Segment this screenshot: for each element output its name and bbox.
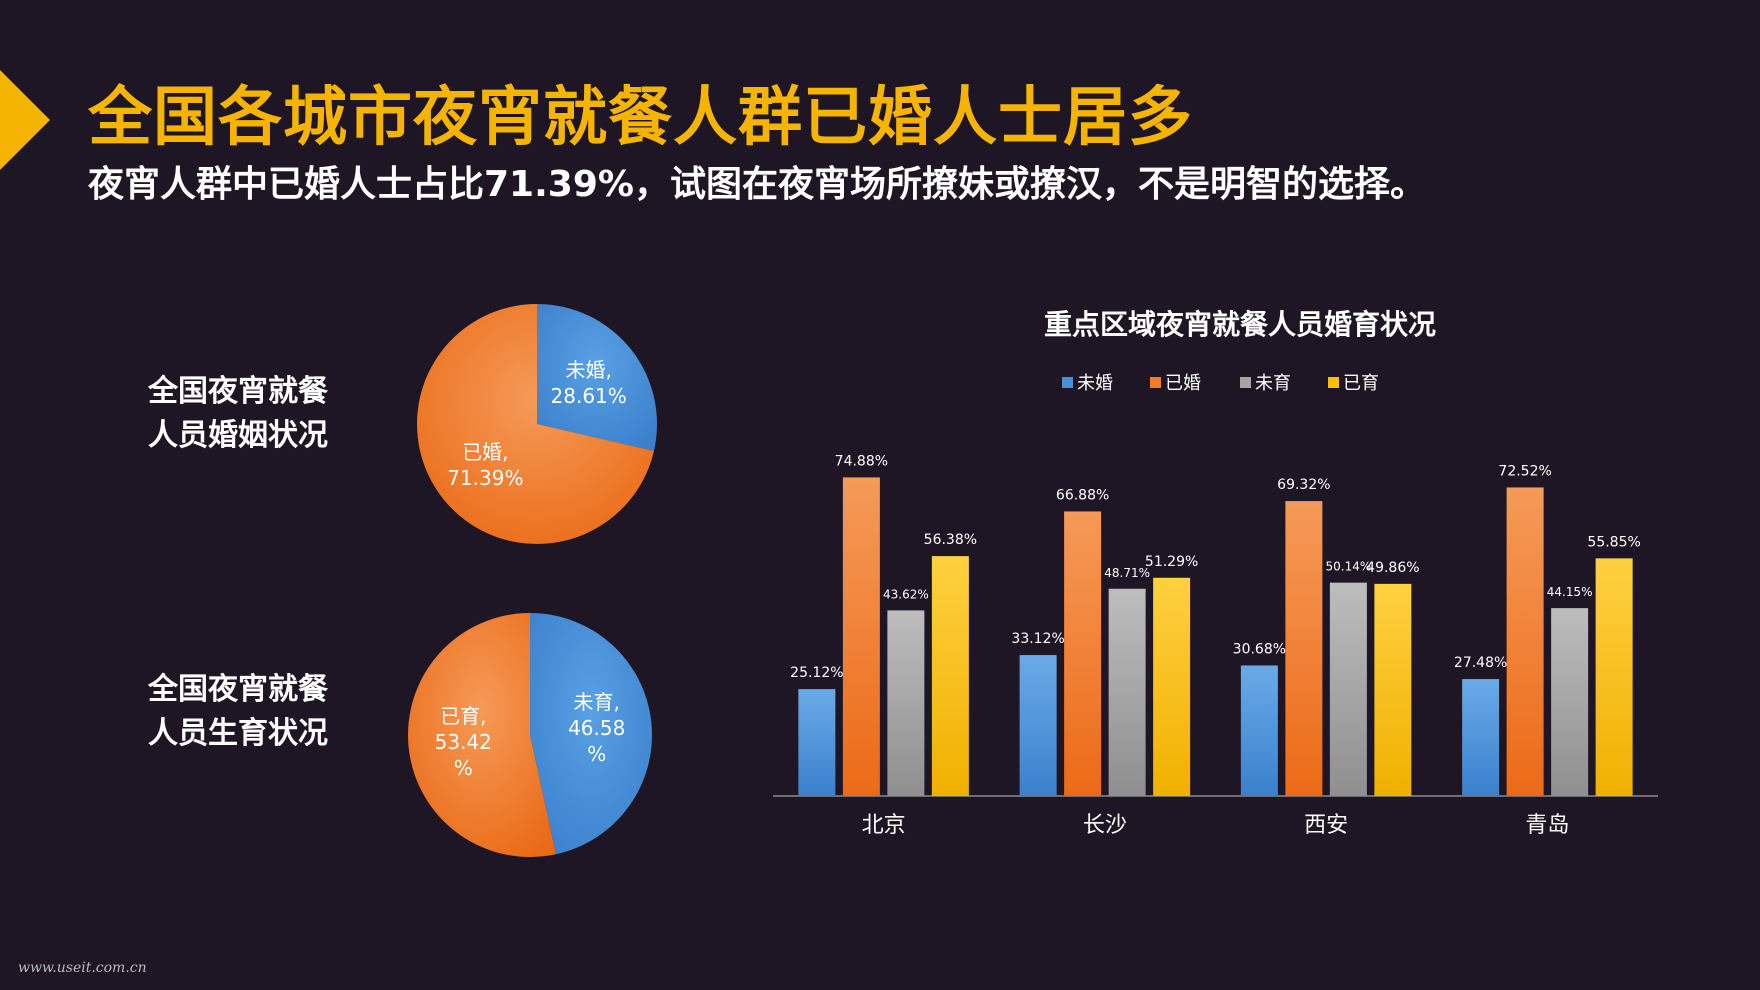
- marriage-pie-label-line1: 全国夜宵就餐: [148, 374, 328, 409]
- childless-slice-label: %: [587, 742, 606, 766]
- bar-value-label: 72.52%: [1498, 463, 1551, 479]
- page-title: 全国各城市夜宵就餐人群已婚人士居多: [88, 81, 1193, 155]
- page-subtitle: 夜宵人群中已婚人士占比71.39%，试图在夜宵场所撩妹或撩汉，不是明智的选择。: [88, 164, 1426, 205]
- legend-swatch-3: [1328, 377, 1339, 388]
- with-children-slice-label: %: [454, 756, 473, 780]
- bar-长沙-已婚: [1064, 511, 1102, 796]
- x-tick-label: 青岛: [1525, 813, 1569, 838]
- bar-西安-未婚: [1240, 665, 1278, 796]
- fertility-pie-label-line1: 全国夜宵就餐: [148, 672, 328, 707]
- fertility-pie-label: 全国夜宵就餐 人员生育状况: [148, 668, 338, 756]
- bar-chart-title: 重点区域夜宵就餐人员婚育状况: [1044, 308, 1436, 341]
- with-children-slice-label: 已育,: [440, 704, 486, 728]
- fertility-pie-chart: 未育,46.58% 已育,53.42%: [407, 613, 652, 857]
- legend-swatch-0: [1062, 377, 1073, 388]
- bar-西安-未育: [1329, 582, 1367, 796]
- bar-value-label: 51.29%: [1145, 554, 1198, 570]
- bar-青岛-未婚: [1462, 679, 1500, 796]
- married-slice-label: 已婚,: [462, 440, 508, 464]
- legend-label-2: 未育: [1255, 373, 1291, 394]
- bar-value-label: 33.12%: [1011, 631, 1064, 647]
- married-slice-label: 71.39%: [447, 466, 523, 490]
- legend-swatch-2: [1240, 377, 1251, 388]
- fertility-pie-label-line2: 人员生育状况: [148, 716, 328, 751]
- unmarried-slice: [537, 304, 657, 451]
- childless-slice-label: 未育,: [574, 690, 620, 714]
- bar-value-label: 30.68%: [1233, 641, 1286, 657]
- bar-value-label: 74.88%: [835, 453, 888, 469]
- bar-北京-未育: [887, 610, 925, 796]
- legend-label-1: 已婚: [1165, 373, 1201, 394]
- legend-swatch-1: [1150, 377, 1161, 388]
- bar-青岛-未育: [1551, 608, 1589, 796]
- marriage-pie-label-line2: 人员婚姻状况: [148, 418, 328, 453]
- bar-青岛-已育: [1595, 558, 1633, 796]
- bar-value-label: 43.62%: [883, 587, 929, 601]
- bar-value-label: 50.14%: [1325, 560, 1371, 574]
- x-tick-label: 长沙: [1083, 813, 1127, 838]
- bar-value-label: 44.15%: [1547, 585, 1593, 599]
- footer-watermark: www.useit.com.cn: [18, 960, 147, 976]
- bar-value-label: 49.86%: [1366, 560, 1419, 576]
- title-arrow-marker: [0, 70, 50, 170]
- bar-青岛-已婚: [1506, 487, 1544, 796]
- bar-长沙-已育: [1153, 577, 1191, 796]
- x-tick-label: 西安: [1304, 813, 1348, 838]
- marriage-pie-chart: 未婚,28.61% 已婚,71.39%: [416, 304, 657, 544]
- bar-value-label: 48.71%: [1104, 566, 1150, 580]
- bar-value-label: 25.12%: [790, 665, 843, 681]
- childless-slice-label: 46.58: [568, 716, 625, 740]
- bar-value-label: 56.38%: [924, 532, 977, 548]
- bar-长沙-未婚: [1019, 655, 1057, 796]
- unmarried-slice-label: 未婚,: [565, 358, 611, 382]
- bar-西安-已育: [1374, 583, 1412, 796]
- bar-西安-已婚: [1285, 501, 1323, 796]
- legend-label-3: 已育: [1343, 373, 1379, 394]
- bar-value-label: 66.88%: [1056, 487, 1109, 503]
- bar-value-label: 69.32%: [1277, 477, 1330, 493]
- married-slice: [416, 304, 654, 544]
- bar-北京-已育: [931, 556, 969, 796]
- bar-长沙-未育: [1108, 588, 1146, 796]
- childless-slice: [530, 613, 652, 855]
- bar-北京-未婚: [798, 689, 836, 796]
- marriage-pie-label: 全国夜宵就餐 人员婚姻状况: [148, 370, 338, 458]
- bar-value-label: 27.48%: [1454, 655, 1507, 671]
- bar-北京-已婚: [842, 477, 880, 796]
- with-children-slice-label: 53.42: [435, 730, 492, 754]
- legend-label-0: 未婚: [1077, 373, 1113, 394]
- unmarried-slice-label: 28.61%: [551, 384, 627, 408]
- with-children-slice: [407, 613, 557, 857]
- bar-value-label: 55.85%: [1587, 534, 1640, 550]
- x-tick-label: 北京: [862, 813, 906, 838]
